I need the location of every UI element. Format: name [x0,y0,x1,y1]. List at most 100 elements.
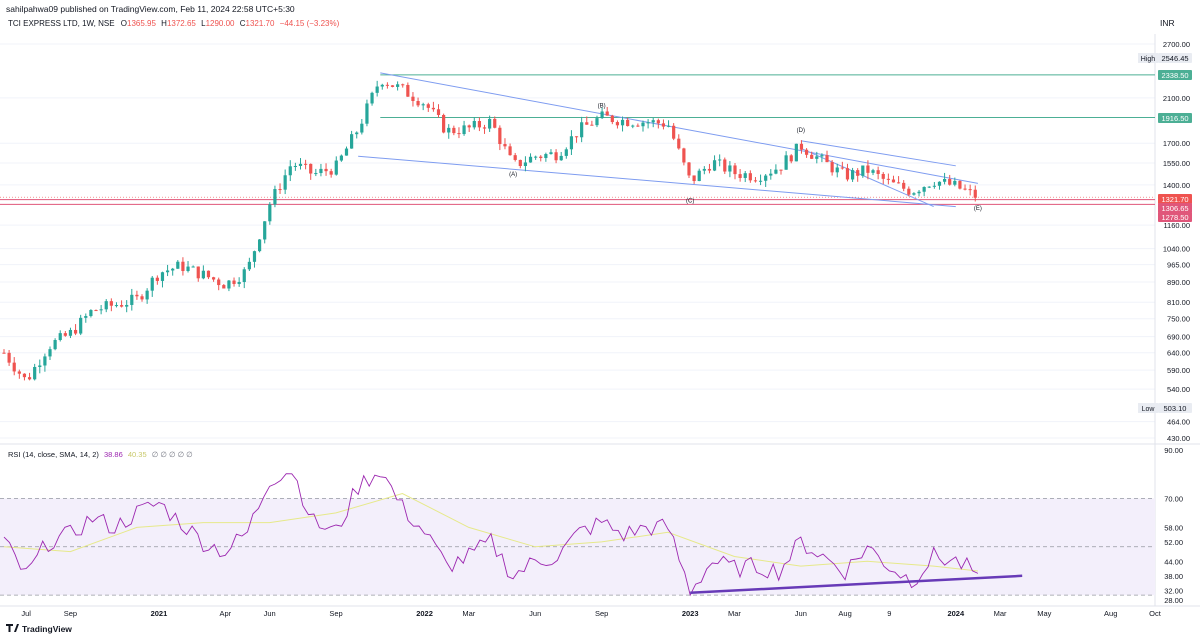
candle-body [794,143,798,162]
candle-body [385,84,389,86]
rsi-tick-label: 28.00 [1164,596,1183,605]
low-value: 1290.00 [206,19,235,28]
candle-body [22,373,27,378]
candle-body [319,168,323,174]
candle-body [370,92,374,104]
candle-body [534,156,538,158]
candle-body [948,178,952,185]
candle-body [661,123,666,127]
candle-body [227,280,231,289]
candle-body [324,168,328,172]
rsi-tick-label: 90.00 [1164,446,1183,455]
candle-body [43,356,47,366]
candle-body [912,193,916,195]
price-tag-bg [1158,70,1192,80]
candle-body [181,261,185,272]
price-tag-label: Low [1142,406,1156,413]
candle-body [263,221,267,240]
candle-body [217,279,221,286]
candle-body [585,122,589,125]
candle-body [416,101,420,106]
candle-body [590,124,594,126]
symbol-name: TCI EXPRESS LTD, 1W, NSE [8,19,115,28]
wave-label: (B) [598,103,606,109]
price-tag-label-bg [1138,403,1158,413]
candle-body [615,122,620,126]
wave-labels: (A) (B) (C) (D) (E) [509,103,982,212]
candle-body [784,155,788,170]
close-label: C [240,19,246,28]
price-tag-bg [1158,113,1192,123]
candle-body [390,85,395,87]
candle-body [48,349,52,357]
trendline [800,140,956,167]
candle-body [278,189,282,191]
price-tick-label: 1550.00 [1163,159,1190,168]
candle-body [856,170,860,176]
candle-body [825,155,829,163]
candle-body [304,163,308,165]
candle-body [350,134,354,149]
candle-body [620,119,625,126]
candle-body [871,170,875,173]
candle-body [896,182,901,184]
price-tag-bg [1158,212,1192,222]
rsi-tick-label: 44.00 [1164,557,1183,566]
candle-body [866,165,870,173]
candle-body [196,266,200,279]
candle-body [835,167,839,173]
horizontal-levels [0,74,1155,205]
candle-body [840,167,844,169]
candle-body [891,179,896,183]
high-value: 1372.65 [167,19,196,28]
candle-body [482,127,487,129]
candle-body [447,127,451,133]
candle-body [723,159,727,172]
candle-body [84,316,88,318]
candle-body [472,121,476,128]
candle-body [130,294,134,305]
time-tick-label: Apr [220,609,232,618]
candle-body [493,118,497,128]
price-tick-label: 1400.00 [1163,181,1190,190]
candle-body [58,333,62,341]
candle-body [160,272,165,281]
time-tick-label: Aug [1104,609,1117,618]
price-tick-label: 464.00 [1167,418,1190,427]
candle-body [672,125,676,139]
price-tag-label: High [1141,56,1156,63]
rsi-legend: RSI (14, close, SMA, 14, 2) 38.86 40.35 … [8,450,193,459]
time-tick-label: Jun [264,609,276,618]
candle-body [861,165,865,176]
candle-body [498,127,502,145]
candle-body [191,266,195,268]
low-label: L [201,19,206,28]
candle-body [651,120,655,123]
candle-body [580,122,584,138]
candle-body [559,155,563,161]
candle-body [211,277,216,280]
candle-body [677,138,681,149]
rsi-divergence-line [690,574,1023,594]
candle-body [206,270,211,278]
time-tick-label: 9 [887,609,891,618]
candle-body [682,148,686,163]
price-tag-bg [1158,403,1192,413]
time-tick-label: Jul [21,609,31,618]
candle-body [165,270,170,273]
price-tick-label: 540.00 [1167,385,1190,394]
candle-body [7,352,11,363]
candle-body [687,162,691,176]
candle-body [820,155,824,157]
candle-body [738,174,742,178]
candle-body [365,103,369,124]
candle-body [845,168,850,180]
candle-body [518,159,522,167]
candle-body [298,163,303,166]
rsi-value: 38.86 [104,450,123,459]
price-tag-value: 2338.50 [1161,71,1188,80]
candle-body [513,155,517,160]
candle-body [268,204,272,222]
time-tick-label: Jun [529,609,541,618]
candle-body [958,180,962,189]
